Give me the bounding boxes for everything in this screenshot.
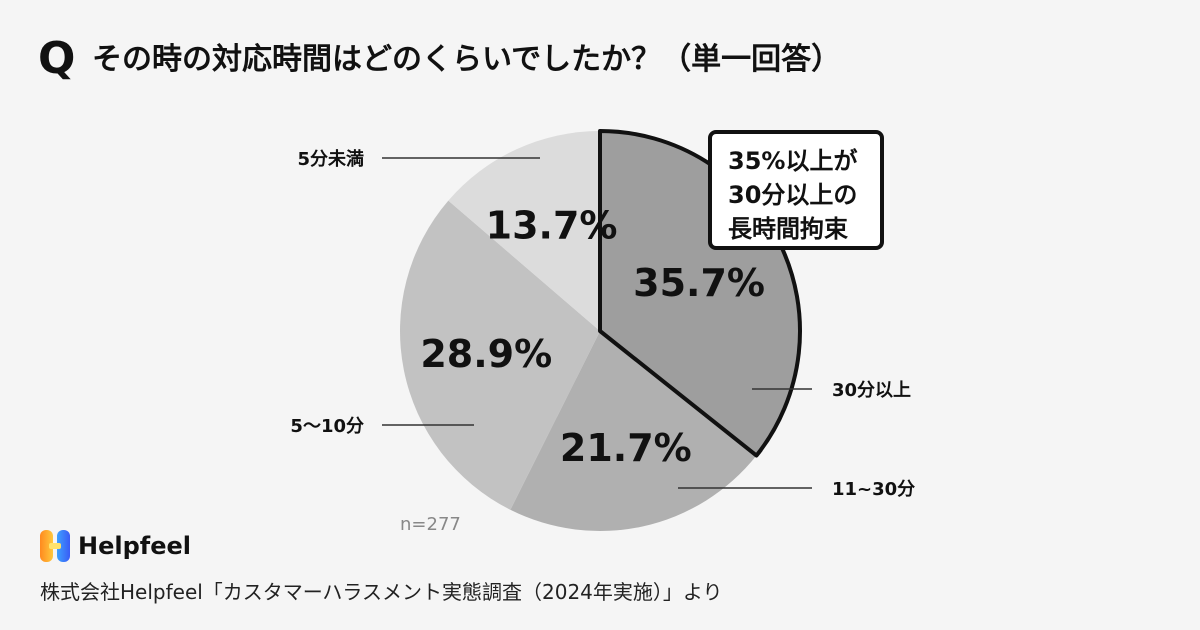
value-label-1: 35.7%	[633, 261, 765, 305]
callout-box: 35%以上が 30分以上の 長時間拘束	[708, 130, 884, 250]
question-mark: Q	[38, 33, 76, 84]
page-title: その時の対応時間はどのくらいでしたか？（単一回答）	[92, 42, 842, 77]
category-label-1: 30分以上	[832, 380, 911, 401]
brand-name: Helpfeel	[78, 532, 191, 560]
callout-line-1: 35%以上が	[728, 147, 858, 175]
pie-slice-2	[510, 331, 757, 531]
sample-size-label: n=277	[400, 514, 461, 535]
category-label-3: 5〜10分	[290, 416, 364, 437]
brand-logo: Helpfeel	[40, 528, 191, 564]
category-label-4: 5分未満	[297, 148, 364, 170]
value-label-4: 13.7%	[486, 204, 618, 248]
callout-line-3: 長時間拘束	[728, 215, 848, 243]
category-label-2: 11~30分	[832, 479, 915, 500]
helpfeel-logo-icon	[40, 530, 70, 562]
source-note: 株式会社Helpfeel「カスタマーハラスメント実態調査（2024年実施）」より	[40, 580, 723, 604]
callout-line-2: 30分以上の	[728, 181, 858, 209]
pie-slice-4	[448, 131, 600, 331]
value-label-3: 28.9%	[420, 332, 552, 376]
pie-slice-3	[400, 200, 600, 510]
value-label-2: 21.7%	[560, 426, 692, 470]
